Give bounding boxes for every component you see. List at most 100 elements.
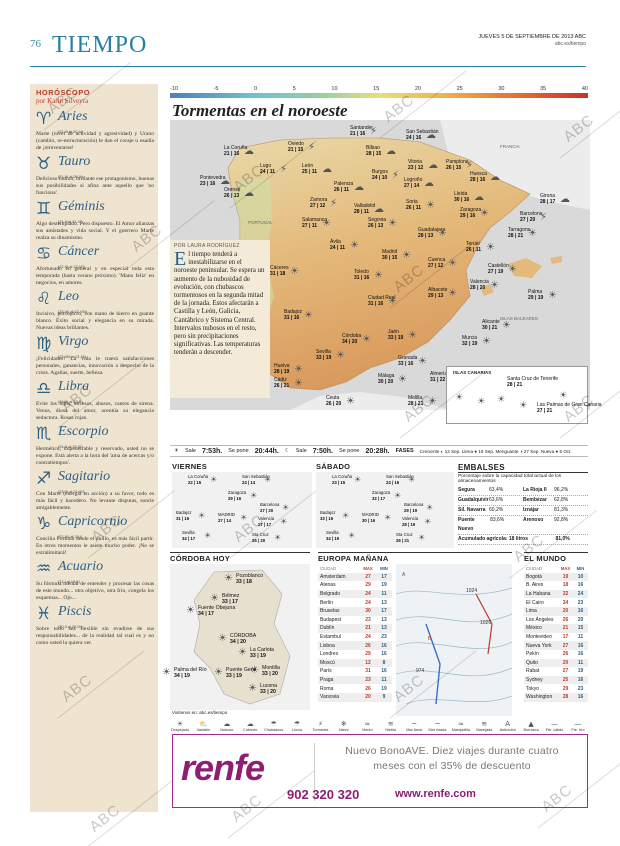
mini-city: Badajoz 33 | 16 bbox=[320, 510, 336, 521]
sign-text: Delicioso humor, brillante ese protagoni… bbox=[36, 176, 154, 196]
legend-label: Fte. frío bbox=[571, 728, 585, 732]
table-row: El Cairo 34 23 bbox=[524, 598, 588, 607]
legend-item: ~ Mar llana bbox=[404, 720, 424, 734]
sign-name: Cáncer (22-VI al 22-VII) bbox=[58, 244, 99, 275]
zodiac-icon: ♓ bbox=[36, 604, 52, 624]
city-name: Granada bbox=[398, 355, 418, 361]
storm-icon: ☁ bbox=[386, 146, 396, 157]
phases-label: FASES bbox=[395, 448, 414, 454]
mini-city: Sta Cruz 26 | 21 bbox=[396, 532, 413, 543]
header-date: JUEVES 5 DE SEPTIEMBRE DE 2013 ABC bbox=[478, 34, 586, 40]
city-name: Pekín bbox=[526, 651, 539, 658]
sign-name: Sagitario (23-XI al 21-XII) bbox=[58, 469, 110, 500]
ibiza bbox=[480, 284, 494, 296]
mini-city: MADRID 27 | 14 bbox=[218, 512, 235, 523]
sun-icon: ☀ bbox=[210, 593, 219, 604]
temp-max: 20 bbox=[562, 659, 569, 666]
legend-item: ≈ Viento bbox=[357, 720, 377, 734]
embalse-name: Sil. Navarra bbox=[458, 507, 486, 513]
city-temps: 32 | 17 bbox=[372, 495, 386, 501]
zodiac-icon: ♐ bbox=[36, 469, 52, 489]
temp-max: 29 bbox=[365, 582, 371, 589]
storm-icon: ☁ bbox=[490, 172, 500, 183]
sign-text: Sobre todo sea flexible sin evadirse de … bbox=[36, 626, 154, 646]
temp-min: 11 bbox=[577, 659, 584, 666]
city-temps: 33 | 20 bbox=[260, 688, 276, 695]
temp-max: 26 bbox=[365, 685, 371, 692]
legend-label: Nuboso bbox=[220, 728, 234, 732]
city-temps: 26 | 15 bbox=[446, 164, 462, 171]
embalse-pct: 63,4% bbox=[489, 487, 504, 493]
sign-piscis: ♓ Piscis (20-II al 20-III) Sobre todo sea f… bbox=[36, 604, 154, 647]
cordoba-city: Palma del Río 34 | 19 bbox=[174, 667, 207, 679]
temp-min: 24 bbox=[577, 591, 584, 598]
viernes-map: La Coruña 22 | 15 ☀ San Sebastián 24 | 14 ☀ Za… bbox=[172, 472, 312, 548]
zodiac-icon: ♋ bbox=[36, 244, 52, 264]
map-city: La Coruña 21 | 16 bbox=[224, 145, 247, 157]
temp-min: 11 bbox=[381, 677, 387, 684]
sign-header: ♑ Capricornio (22-XII al 20-I) bbox=[36, 514, 154, 539]
sun-icon: ☀ bbox=[408, 475, 416, 484]
table-row: Bruselas 30 17 bbox=[318, 606, 392, 616]
map-city: Ciudad Real 31 | 16 bbox=[368, 295, 396, 307]
city-temps: 24 | 10 bbox=[372, 174, 388, 181]
zodiac-icon: ♉ bbox=[36, 154, 52, 174]
legend-icon: ⚡ bbox=[317, 720, 323, 728]
city-temps: 34 | 19 bbox=[174, 672, 190, 679]
city-name: Valencia bbox=[258, 516, 275, 521]
mini-city: Zaragoza 32 | 17 bbox=[372, 490, 390, 501]
city-temps: 26 | 20 bbox=[252, 537, 266, 543]
city-temps: 21 | 15 bbox=[288, 146, 304, 153]
city-temps: 33 | 19 bbox=[388, 334, 404, 341]
sun-icon: ☀ bbox=[490, 280, 499, 291]
temp-min: 16 bbox=[381, 668, 387, 675]
city-temps: 27 | 11 bbox=[302, 222, 318, 229]
city-name: Varsovia bbox=[320, 694, 340, 701]
city-name: Estambul bbox=[320, 634, 341, 641]
city-name: CÓRDOBA bbox=[230, 633, 257, 639]
sun-icon: ☀ bbox=[448, 258, 457, 269]
scale-tick-label: -5 bbox=[213, 86, 219, 92]
table-row: Atenas 29 19 bbox=[318, 581, 392, 590]
scale-tick-label: 0 bbox=[254, 86, 258, 92]
temp-min: 16 bbox=[577, 642, 584, 649]
sun-icon: ☀ bbox=[238, 647, 247, 658]
legend-item: ≋ Marejada bbox=[474, 720, 494, 734]
city-name: Los Ángeles bbox=[526, 616, 554, 623]
temp-min: 16 bbox=[577, 694, 584, 701]
storm-icon: ☁ bbox=[220, 176, 230, 187]
table-row: Belgrado 24 11 bbox=[318, 589, 392, 599]
sun-icon: ☀ bbox=[418, 356, 427, 367]
sign-tauro: ♉ Tauro (21-IV al 20-V) Delicioso humor, br… bbox=[36, 154, 154, 197]
mini-city: Sevilla 34 | 17 bbox=[182, 530, 195, 541]
legend-label: Viento bbox=[361, 728, 373, 732]
sun-icon: ☀ bbox=[508, 264, 517, 275]
sign-acuario: ♒ Acuario (21-I al 19-II) Su fórmula mental… bbox=[36, 559, 154, 602]
renfe-advertisement[interactable]: renfe Nuevo BonoAVE. Diez viajes durante… bbox=[172, 734, 588, 808]
cordoba-footer[interactable]: Visítenos en: abc.es/tiempo bbox=[172, 710, 228, 715]
header-site-link[interactable]: abc.es/tiempo bbox=[554, 41, 586, 47]
sun-icon: ☀ bbox=[448, 288, 457, 299]
sun-icon: ☀ bbox=[426, 503, 434, 512]
city-name: Bélmez bbox=[222, 593, 240, 599]
city-temps: 28 | 20 bbox=[470, 284, 486, 291]
map-city: Badajoz 31 | 16 bbox=[284, 309, 302, 321]
moon-icon: ☾ bbox=[284, 448, 290, 454]
sun-icon: ☀ bbox=[528, 228, 537, 239]
map-city: Pamplona 26 | 15 bbox=[446, 159, 469, 171]
scale-tick-label: 10 bbox=[331, 86, 338, 92]
scale-labels: -10 -5 0 5 10 15 20 25 30 35 40 bbox=[170, 86, 588, 92]
pressure-label-b: B bbox=[428, 636, 432, 642]
world-table: CIUDAD MAX MIN Bogotá 19 10 B. Aires 18 16 La Hab… bbox=[524, 564, 588, 702]
temp-max: 23 bbox=[365, 677, 371, 684]
city-name: Melilla bbox=[408, 395, 423, 401]
city-temps: 24 | 11 bbox=[330, 244, 346, 251]
table-row: Rabat 27 19 bbox=[524, 667, 588, 676]
temp-max: 18 bbox=[562, 582, 569, 589]
embalse-pct: 92,8% bbox=[554, 517, 569, 523]
table-row: Amsterdam 27 17 bbox=[318, 572, 392, 582]
embalse-name: Segura bbox=[458, 487, 475, 493]
ad-website[interactable]: www.renfe.com bbox=[395, 788, 476, 800]
temp-max: 31 bbox=[365, 668, 371, 675]
table-row: Quito 20 11 bbox=[524, 658, 588, 668]
